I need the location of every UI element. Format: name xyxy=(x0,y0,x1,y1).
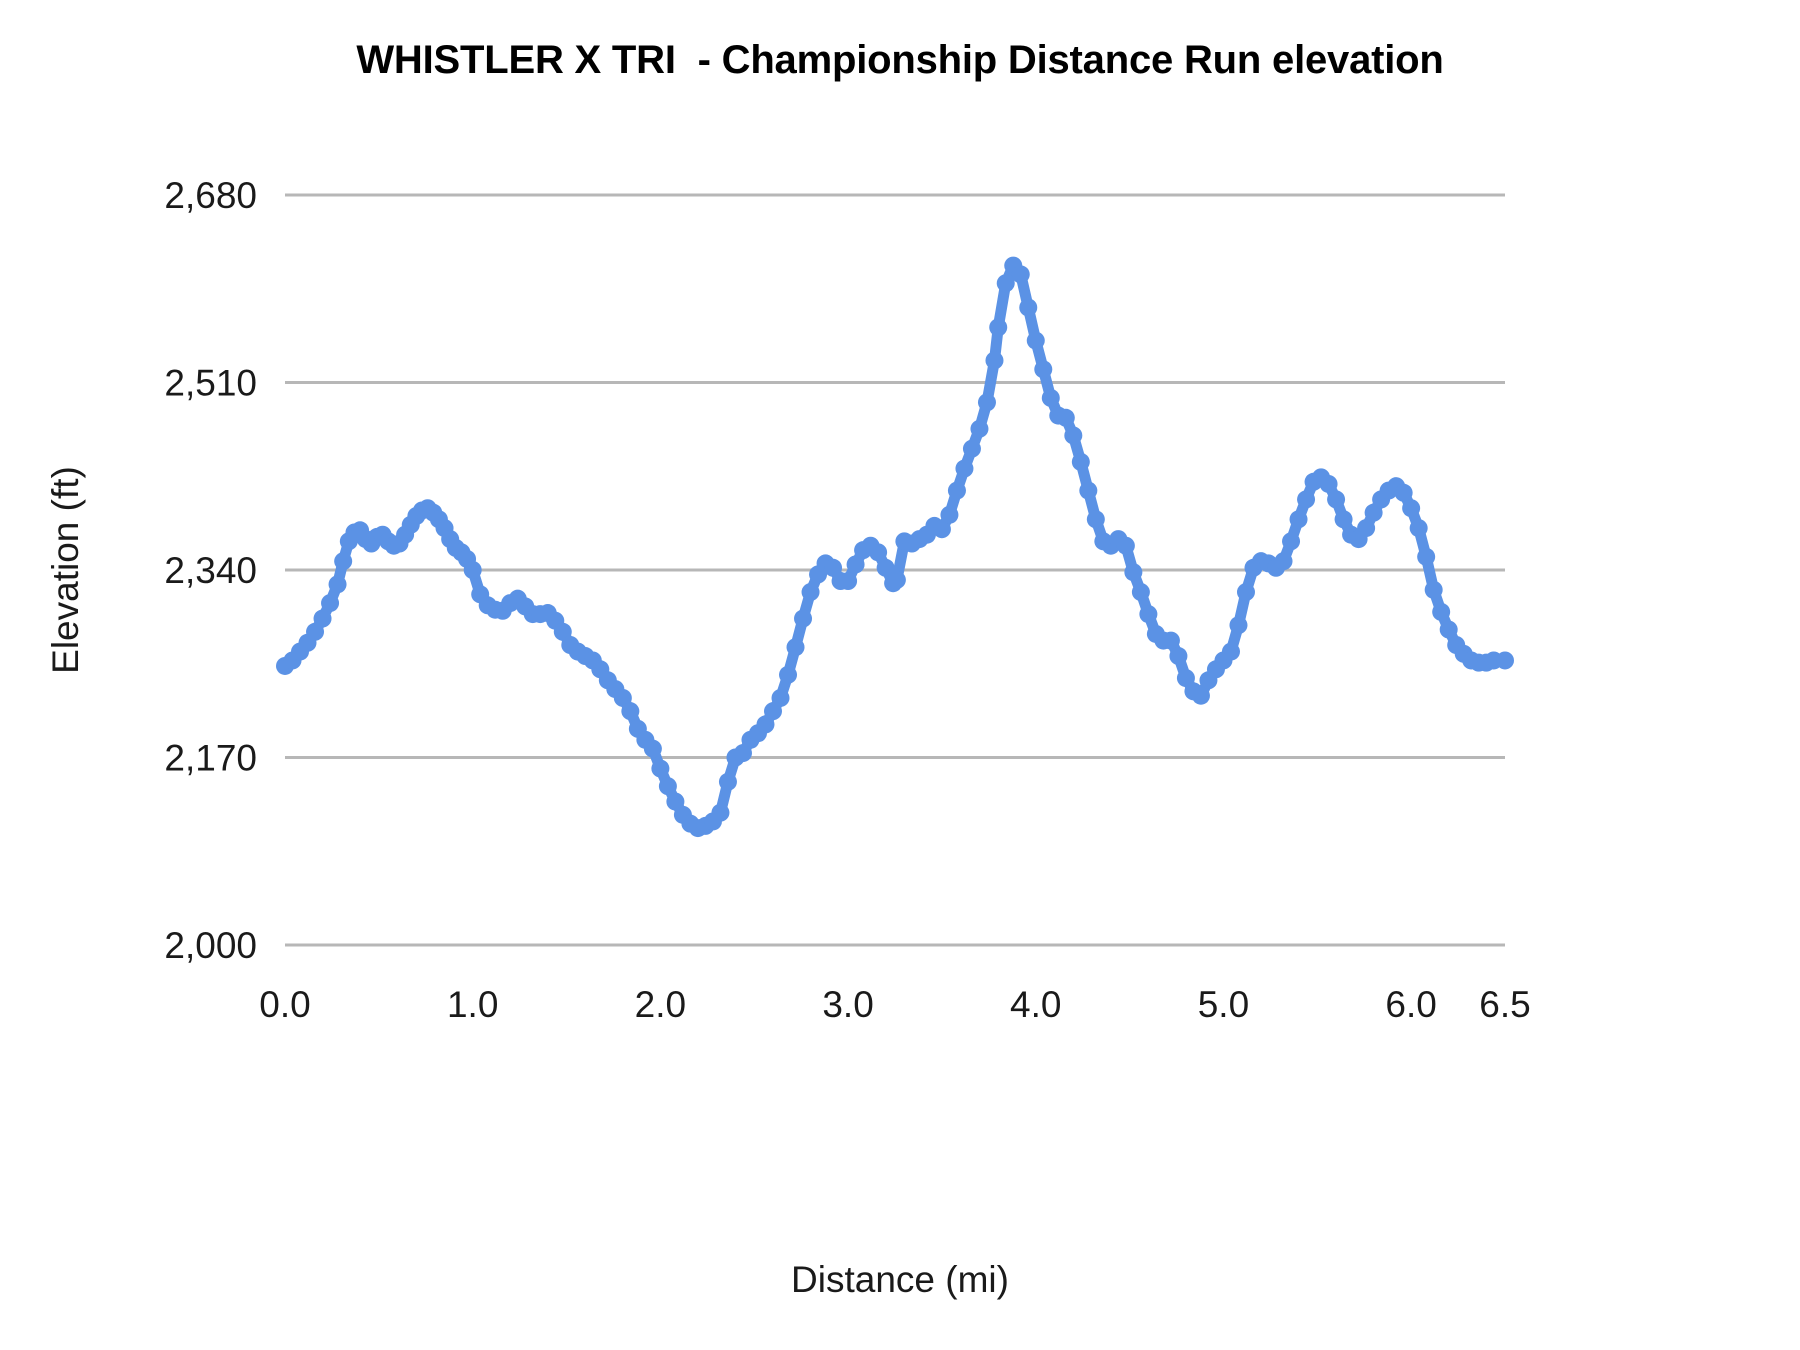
data-point-marker xyxy=(1274,552,1293,571)
data-point-marker xyxy=(1139,605,1158,624)
data-point-marker xyxy=(977,393,996,412)
data-point-marker xyxy=(1409,519,1428,538)
data-point-marker xyxy=(1079,481,1098,500)
data-point-marker xyxy=(989,318,1008,337)
data-point-marker xyxy=(1131,583,1150,602)
y-axis-title: Elevation (ft) xyxy=(45,466,86,674)
data-point-marker xyxy=(846,555,865,574)
data-point-marker xyxy=(955,459,974,478)
data-point-marker xyxy=(718,772,737,791)
y-tick-label: 2,000 xyxy=(164,925,257,966)
data-point-marker xyxy=(1086,510,1105,529)
x-tick-label: 4.0 xyxy=(1010,984,1061,1025)
data-point-marker xyxy=(1034,360,1053,379)
data-point-marker xyxy=(1071,452,1090,471)
data-point-marker xyxy=(1289,510,1308,529)
y-tick-label: 2,680 xyxy=(164,175,257,216)
y-tick-label: 2,340 xyxy=(164,550,257,591)
data-point-marker xyxy=(824,558,843,577)
data-point-marker xyxy=(1041,388,1060,407)
data-point-marker xyxy=(1161,631,1180,650)
gridlines-group xyxy=(285,193,1505,947)
data-point-marker xyxy=(613,688,632,707)
data-point-marker xyxy=(1357,519,1376,538)
data-point-marker xyxy=(1236,583,1255,602)
data-point-marker xyxy=(801,583,820,602)
data-point-marker xyxy=(869,543,888,562)
data-point-marker xyxy=(1496,651,1514,670)
data-point-marker xyxy=(1064,426,1083,445)
data-point-marker xyxy=(328,575,347,594)
data-point-marker xyxy=(786,638,805,657)
data-point-marker xyxy=(1297,490,1316,509)
data-point-marker xyxy=(651,759,670,778)
data-point-marker xyxy=(733,744,752,763)
data-point-marker xyxy=(1282,532,1301,551)
data-point-marker xyxy=(962,439,981,458)
data-point-marker xyxy=(1229,616,1248,635)
data-point-marker xyxy=(621,702,640,721)
data-point-marker xyxy=(839,572,858,591)
data-point-marker xyxy=(1424,580,1443,599)
x-tick-label: 2.0 xyxy=(635,984,686,1025)
data-point-marker xyxy=(553,622,572,641)
data-point-marker xyxy=(313,609,332,628)
data-point-marker xyxy=(1124,563,1143,582)
data-point-marker xyxy=(1417,547,1436,566)
data-point-marker xyxy=(1116,536,1135,555)
data-point-marker xyxy=(306,622,325,641)
data-point-marker xyxy=(985,351,1004,370)
data-point-marker xyxy=(643,739,662,758)
data-point-marker xyxy=(334,552,353,571)
data-point-marker xyxy=(794,609,813,628)
x-tick-label: 6.5 xyxy=(1479,984,1530,1025)
data-point-marker xyxy=(947,481,966,500)
chart-title: WHISTLER X TRI - Championship Distance R… xyxy=(356,38,1444,82)
x-axis-tick-labels: 0.0 1.0 2.0 3.0 4.0 5.0 6.0 6.5 xyxy=(259,984,1530,1025)
data-point-marker xyxy=(1364,503,1383,522)
data-point-marker xyxy=(970,419,989,438)
data-point-marker xyxy=(1221,642,1240,661)
x-tick-label: 3.0 xyxy=(822,984,873,1025)
y-tick-label: 2,510 xyxy=(164,363,257,404)
data-point-marker xyxy=(876,558,895,577)
data-point-marker xyxy=(887,570,906,589)
data-point-marker xyxy=(1011,265,1030,284)
data-point-marker xyxy=(1319,474,1338,493)
data-point-marker xyxy=(1432,602,1451,621)
data-point-marker xyxy=(1327,490,1346,509)
data-point-marker xyxy=(463,561,482,579)
data-point-marker xyxy=(932,520,951,539)
data-point-marker xyxy=(321,594,340,613)
data-point-marker xyxy=(1056,408,1075,427)
data-point-marker xyxy=(1439,620,1458,639)
data-point-marker xyxy=(711,803,730,822)
x-tick-label: 6.0 xyxy=(1385,984,1436,1025)
data-point-marker xyxy=(764,702,782,721)
y-axis-tick-labels: 2,000 2,170 2,340 2,510 2,680 xyxy=(164,175,257,966)
x-tick-label: 1.0 xyxy=(447,984,498,1025)
elevation-series xyxy=(276,256,1514,838)
data-point-marker xyxy=(756,715,775,734)
data-point-marker xyxy=(779,665,798,684)
x-tick-label: 5.0 xyxy=(1198,984,1249,1025)
data-point-marker xyxy=(996,274,1015,293)
data-point-marker xyxy=(940,505,959,524)
data-point-marker xyxy=(1026,331,1045,350)
data-point-marker xyxy=(771,688,790,707)
x-axis-title: Distance (mi) xyxy=(791,1259,1009,1300)
data-point-marker xyxy=(1394,483,1413,502)
data-point-marker xyxy=(1176,669,1195,688)
data-point-marker xyxy=(1334,510,1353,529)
data-point-marker xyxy=(658,777,677,796)
data-point-marker xyxy=(1191,686,1210,705)
data-point-marker xyxy=(1402,499,1421,518)
data-point-marker xyxy=(1169,647,1188,666)
x-tick-label: 0.0 xyxy=(259,984,310,1025)
data-point-marker xyxy=(1019,298,1038,317)
data-point-marker xyxy=(666,792,685,811)
y-tick-label: 2,170 xyxy=(164,738,257,779)
